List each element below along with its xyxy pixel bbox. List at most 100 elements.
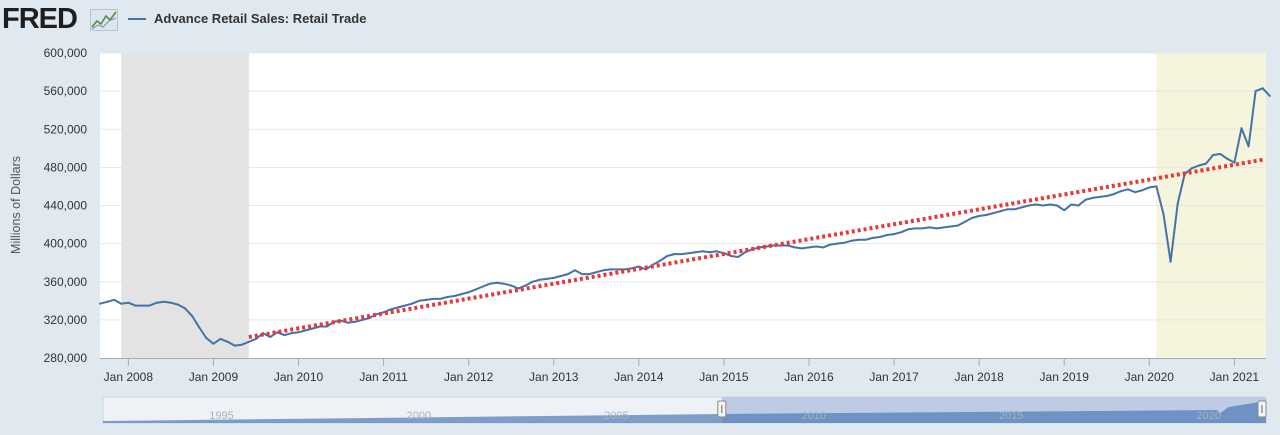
data-point[interactable] (1091, 196, 1094, 199)
data-point[interactable] (850, 239, 853, 242)
data-point[interactable] (914, 227, 917, 230)
data-point[interactable] (99, 302, 101, 305)
data-point[interactable] (609, 268, 612, 271)
data-point[interactable] (177, 303, 179, 306)
data-point[interactable] (666, 255, 669, 257)
data-point[interactable] (290, 332, 293, 335)
data-point[interactable] (382, 311, 385, 314)
data-point[interactable] (1148, 186, 1151, 189)
data-point[interactable] (687, 252, 690, 255)
data-point[interactable] (566, 273, 569, 276)
data-point[interactable] (276, 331, 279, 334)
data-point[interactable] (857, 238, 860, 241)
data-point[interactable] (198, 326, 201, 329)
data-point[interactable] (354, 320, 357, 323)
data-point[interactable] (559, 275, 562, 277)
data-point[interactable] (340, 319, 343, 322)
data-point[interactable] (1254, 90, 1257, 93)
data-point[interactable] (411, 302, 413, 305)
series-line[interactable] (99, 87, 1271, 347)
data-point[interactable] (871, 236, 874, 239)
data-point[interactable] (1261, 87, 1264, 90)
data-point[interactable] (1247, 145, 1250, 148)
data-point[interactable] (453, 295, 456, 297)
data-point[interactable] (822, 246, 825, 249)
data-point[interactable] (1219, 153, 1222, 155)
data-point[interactable] (1162, 213, 1165, 216)
data-point[interactable] (595, 271, 598, 274)
data-point[interactable] (1233, 161, 1236, 164)
data-point[interactable] (1190, 167, 1193, 170)
data-point[interactable] (545, 277, 548, 280)
data-point[interactable] (233, 344, 236, 347)
data-point[interactable] (1013, 208, 1016, 211)
legend-item[interactable]: Advance Retail Sales: Retail Trade (128, 11, 366, 26)
data-point[interactable] (800, 247, 803, 250)
data-point[interactable] (496, 281, 498, 284)
fred-logo[interactable]: FRED (2, 3, 78, 35)
data-point[interactable] (205, 337, 208, 339)
data-point[interactable] (680, 253, 683, 256)
data-point[interactable] (361, 318, 364, 321)
data-point[interactable] (212, 342, 215, 345)
data-point[interactable] (269, 336, 272, 338)
data-point[interactable] (1119, 190, 1122, 193)
data-point[interactable] (184, 307, 187, 310)
data-point[interactable] (255, 337, 257, 340)
data-point[interactable] (439, 297, 442, 300)
data-point[interactable] (488, 282, 491, 285)
data-point[interactable] (425, 298, 428, 301)
data-point[interactable] (893, 233, 896, 236)
data-point[interactable] (659, 259, 662, 262)
data-point[interactable] (432, 297, 435, 300)
data-point[interactable] (836, 242, 839, 245)
data-point[interactable] (446, 296, 449, 298)
data-point[interactable] (992, 212, 995, 215)
data-point[interactable] (1020, 206, 1023, 209)
data-point[interactable] (772, 244, 775, 247)
data-point[interactable] (1226, 157, 1229, 160)
data-point[interactable] (574, 269, 576, 272)
data-point[interactable] (1034, 203, 1037, 206)
data-point[interactable] (956, 224, 959, 227)
data-point[interactable] (148, 304, 151, 307)
data-point[interactable] (169, 301, 172, 304)
data-point[interactable] (864, 238, 867, 241)
data-point[interactable] (730, 255, 732, 257)
data-point[interactable] (552, 276, 555, 279)
data-point[interactable] (715, 250, 718, 253)
data-point[interactable] (1042, 204, 1044, 207)
data-point[interactable] (1212, 154, 1215, 156)
data-point[interactable] (531, 280, 534, 283)
data-point[interactable] (1070, 203, 1073, 206)
data-point[interactable] (971, 216, 974, 219)
data-point[interactable] (219, 337, 222, 340)
data-point[interactable] (701, 250, 704, 253)
data-point[interactable] (878, 236, 881, 238)
data-point[interactable] (155, 301, 158, 304)
data-point[interactable] (510, 284, 513, 287)
data-point[interactable] (978, 215, 981, 217)
data-point[interactable] (481, 285, 484, 288)
data-point[interactable] (247, 340, 250, 343)
data-point[interactable] (1006, 208, 1009, 211)
data-point[interactable] (900, 231, 903, 234)
data-point[interactable] (1027, 204, 1030, 207)
data-point[interactable] (1084, 198, 1087, 201)
data-point[interactable] (418, 299, 420, 302)
data-point[interactable] (226, 340, 229, 343)
data-point[interactable] (162, 300, 165, 303)
data-point[interactable] (311, 327, 314, 330)
data-point[interactable] (538, 278, 541, 281)
data-point[interactable] (467, 291, 470, 294)
data-point[interactable] (964, 220, 966, 223)
data-point[interactable] (843, 241, 846, 244)
data-point[interactable] (985, 214, 988, 216)
data-point[interactable] (297, 331, 300, 334)
data-point[interactable] (1127, 188, 1129, 191)
data-point[interactable] (630, 267, 633, 270)
data-point[interactable] (1134, 191, 1137, 194)
data-point[interactable] (347, 321, 350, 324)
data-point[interactable] (616, 268, 619, 271)
data-point[interactable] (793, 246, 796, 249)
